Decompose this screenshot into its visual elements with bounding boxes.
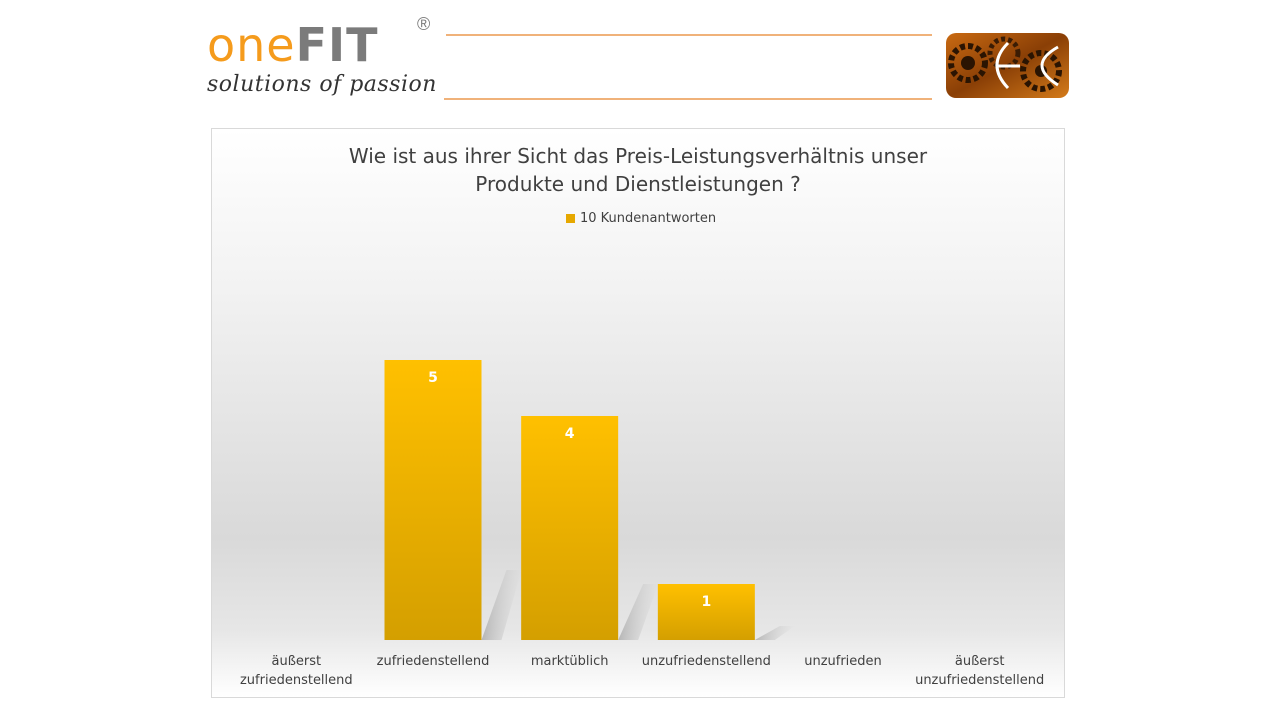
category-label: zufriedenstellend [377,654,490,669]
data-label: 1 [701,594,711,610]
category-label: äußerst unzufriedenstellend [915,654,1044,688]
gears-logo-icon [946,33,1069,98]
category-label: marktüblich [531,654,609,669]
chart-title: Wie ist aus ihrer Sicht das Preis-Leistu… [212,142,1064,198]
header-rule-bottom [444,98,932,100]
logo-word-one: one [207,18,296,72]
category-label: äußerst zufriedenstellend [240,654,353,688]
registered-mark: ® [417,14,431,34]
data-label: 4 [565,426,575,442]
onefit-logo: oneFIT ® solutions of passion [207,14,442,102]
chart-title-line-1: Wie ist aus ihrer Sicht das Preis-Leistu… [348,144,928,168]
bar [384,360,482,640]
legend-swatch [566,214,575,223]
bar [521,416,619,640]
bar-plot: äußerst zufriedenstellend 5 zufriedenstelle… [240,360,1044,688]
legend-label: 10 Kundenantworten [580,211,717,226]
category-label: unzufrieden [804,654,882,669]
chart-area: Wie ist aus ihrer Sicht das Preis-Leistu… [211,128,1065,698]
bar-shadow [618,584,659,640]
category-label: unzufriedenstellend [642,654,771,669]
bar [657,584,755,640]
bar-shadow [481,570,522,640]
logo-wordmark: oneFIT [207,22,379,68]
logo-word-fit: FIT [295,18,379,72]
bar-shadow [754,626,795,640]
chart-legend: 10 Kundenantworten [566,211,716,226]
header-rule-top [446,34,932,36]
chart-title-line-2: Produkte und Dienstleistungen ? [475,172,801,196]
logo-tagline: solutions of passion [207,72,437,97]
data-label: 5 [428,370,438,386]
